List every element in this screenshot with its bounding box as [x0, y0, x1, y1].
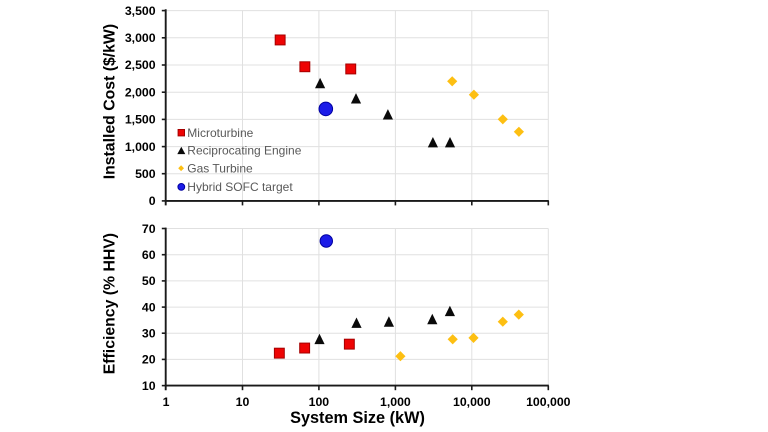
svg-text:System Size (kW): System Size (kW)	[290, 409, 425, 427]
svg-text:30: 30	[142, 326, 156, 340]
svg-text:20: 20	[142, 353, 156, 367]
svg-text:Efficiency (% HHV): Efficiency (% HHV)	[102, 233, 119, 374]
svg-text:40: 40	[142, 300, 156, 314]
svg-text:10: 10	[142, 379, 156, 393]
svg-text:10,000: 10,000	[453, 395, 491, 409]
svg-text:100: 100	[309, 395, 330, 409]
svg-text:50: 50	[142, 274, 156, 288]
svg-text:Gas Turbine: Gas Turbine	[187, 161, 253, 175]
svg-text:10: 10	[236, 395, 250, 409]
svg-text:1: 1	[163, 395, 170, 409]
svg-text:70: 70	[142, 222, 156, 236]
svg-text:3,500: 3,500	[125, 4, 156, 18]
svg-text:1,500: 1,500	[125, 113, 156, 127]
svg-text:100,000: 100,000	[526, 395, 571, 409]
svg-text:Installed Cost ($/kW): Installed Cost ($/kW)	[102, 24, 119, 179]
svg-text:Hybrid SOFC target: Hybrid SOFC target	[187, 180, 293, 194]
svg-text:Reciprocating Engine: Reciprocating Engine	[187, 144, 301, 158]
svg-text:2,500: 2,500	[125, 58, 156, 72]
svg-text:500: 500	[135, 167, 156, 181]
svg-text:1,000: 1,000	[380, 395, 411, 409]
svg-text:0: 0	[149, 194, 156, 208]
svg-text:3,000: 3,000	[125, 31, 156, 45]
svg-text:2,000: 2,000	[125, 86, 156, 100]
svg-text:60: 60	[142, 248, 156, 262]
svg-text:Microturbine: Microturbine	[187, 126, 253, 140]
svg-text:1,000: 1,000	[125, 140, 156, 154]
